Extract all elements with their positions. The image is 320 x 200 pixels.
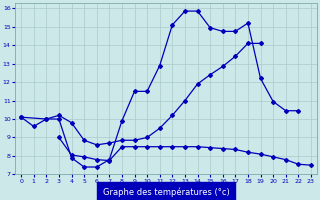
X-axis label: Graphe des températures (°c): Graphe des températures (°c) [103,188,229,197]
